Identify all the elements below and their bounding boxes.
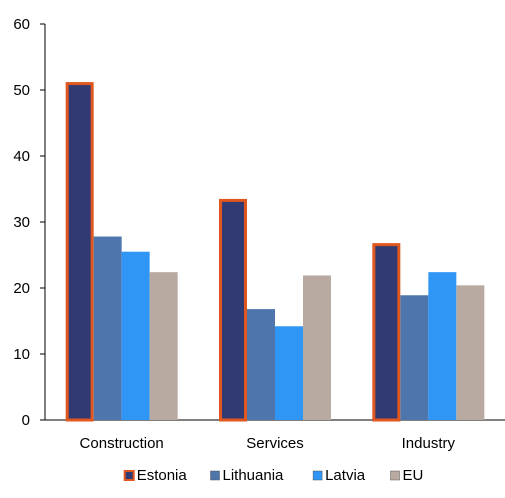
y-axis: 0 10 20 30 40 50 60 bbox=[13, 16, 46, 429]
bar-latvia-services bbox=[275, 326, 303, 420]
legend: Estonia Lithuania Latvia EU bbox=[123, 467, 424, 484]
y-tick-label: 60 bbox=[13, 16, 30, 33]
bar-eu-services bbox=[303, 275, 331, 420]
legend-item-latvia: Latvia bbox=[312, 467, 366, 484]
legend-item-eu: EU bbox=[390, 467, 424, 484]
bar-eu-construction bbox=[149, 272, 178, 420]
bar-latvia-industry bbox=[428, 272, 457, 420]
bar-lithuania-services bbox=[247, 309, 275, 420]
y-tick-label: 0 bbox=[22, 412, 30, 429]
bar-estonia-services bbox=[219, 198, 247, 422]
bar-eu-industry bbox=[456, 285, 485, 420]
legend-swatch bbox=[390, 470, 400, 481]
legend-label: Estonia bbox=[137, 467, 188, 484]
x-tick-label: Services bbox=[246, 435, 304, 452]
bar-lithuania-industry bbox=[400, 295, 429, 420]
legend-label: Lithuania bbox=[223, 467, 285, 484]
legend-label: EU bbox=[403, 467, 424, 484]
bar-latvia-construction bbox=[121, 251, 150, 420]
legend-item-lithuania: Lithuania bbox=[210, 467, 285, 484]
legend-label: Latvia bbox=[325, 467, 366, 484]
x-tick-label: Construction bbox=[80, 435, 164, 452]
legend-swatch bbox=[123, 470, 135, 481]
y-tick-label: 40 bbox=[13, 148, 30, 165]
y-tick-label: 20 bbox=[13, 280, 30, 297]
bar-estonia-industry bbox=[372, 243, 401, 422]
bar-lithuania-construction bbox=[93, 236, 122, 420]
legend-swatch bbox=[210, 470, 220, 481]
bars bbox=[65, 82, 485, 422]
y-tick-label: 10 bbox=[13, 346, 30, 363]
legend-swatch bbox=[312, 470, 323, 481]
y-tick-label: 30 bbox=[13, 214, 30, 231]
legend-item-estonia: Estonia bbox=[123, 467, 188, 484]
x-axis: Construction Services Industry bbox=[45, 419, 505, 452]
y-tick-label: 50 bbox=[13, 82, 30, 99]
x-tick-label: Industry bbox=[402, 435, 456, 452]
bar-estonia-construction bbox=[65, 82, 94, 422]
